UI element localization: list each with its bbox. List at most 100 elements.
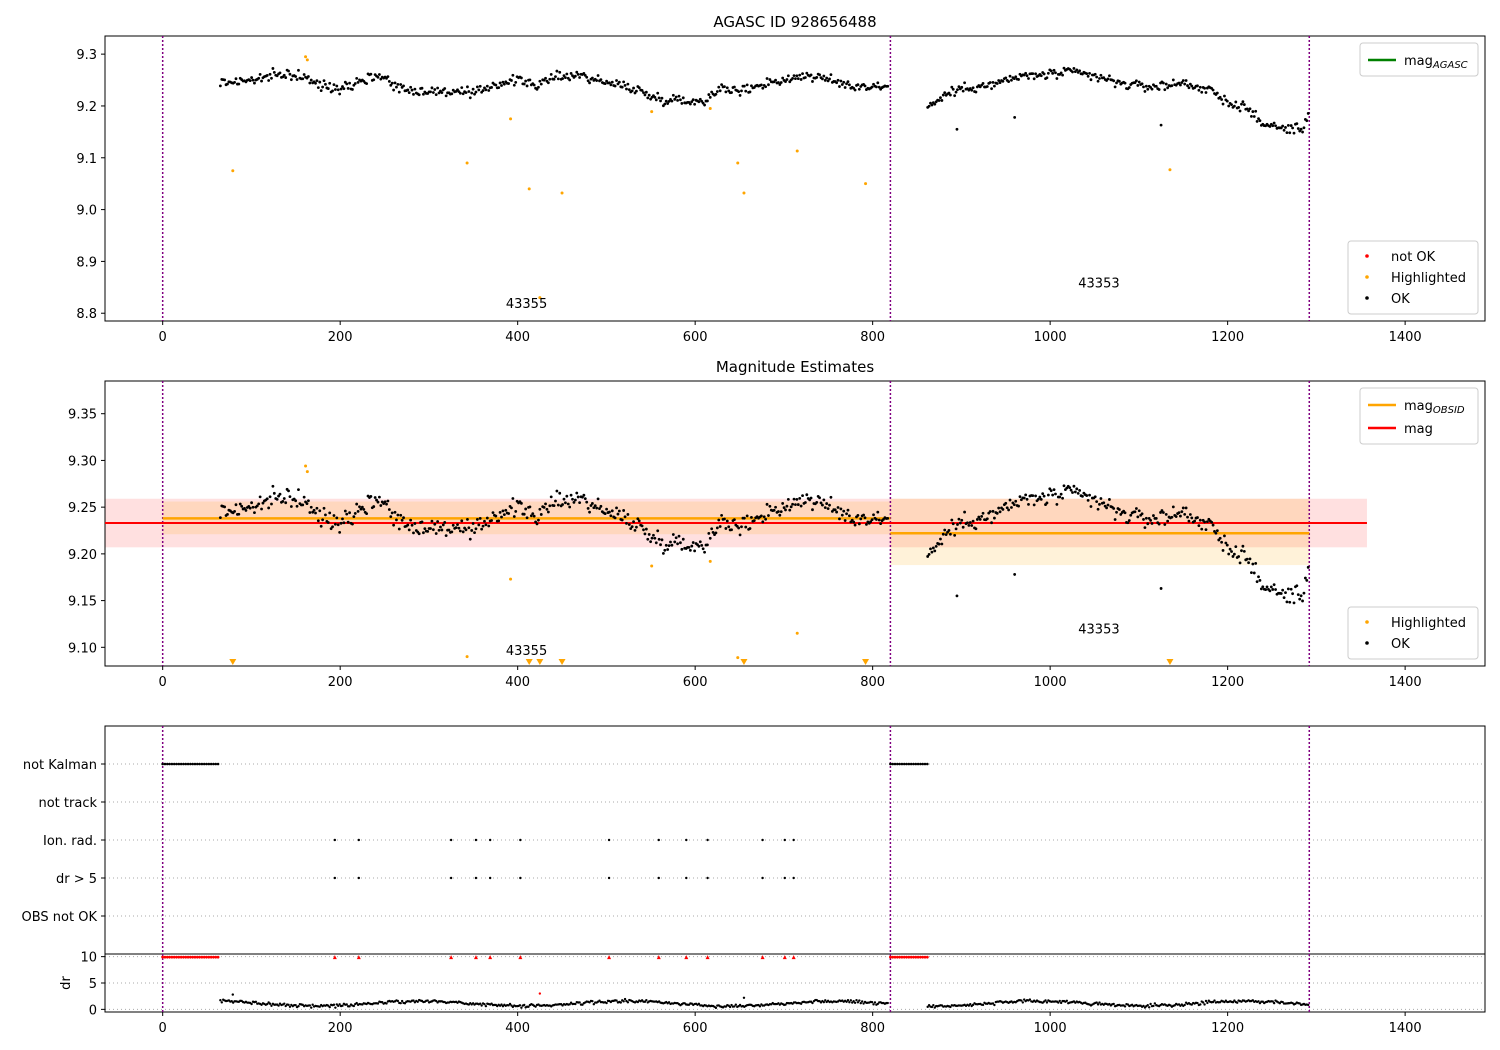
top-ok-point — [413, 87, 417, 91]
mid-ok-point — [720, 513, 724, 517]
top-ok-point — [610, 80, 614, 84]
top-ok-point — [823, 78, 827, 82]
top-ok-point — [342, 87, 346, 91]
mid-points-legend-label: OK — [1391, 637, 1410, 652]
top-ok-point — [1240, 102, 1243, 106]
top-ok-point — [953, 94, 957, 98]
top-ok-point — [271, 67, 275, 70]
mid-ok-point — [474, 527, 478, 531]
mid-ok-point — [511, 497, 515, 500]
mid-ok-point — [260, 507, 263, 511]
top-ok-point — [822, 74, 826, 78]
mid-ok-point — [423, 527, 427, 531]
top-ok-point — [1221, 102, 1225, 106]
top-ok-point — [1117, 79, 1121, 83]
mid-ok-point — [417, 532, 421, 536]
mid-ok-point — [272, 491, 276, 495]
mid-ok-point — [302, 495, 306, 499]
top-ok-point — [1248, 107, 1252, 111]
top-ok-point — [998, 81, 1002, 85]
mid-ok-point — [688, 548, 692, 552]
dr-point — [615, 999, 618, 1002]
dr-point — [714, 1006, 718, 1010]
mid-ok-point — [794, 503, 797, 506]
top-ok-point — [420, 86, 424, 90]
mid-ok-point — [644, 527, 648, 531]
dr-point — [270, 1004, 273, 1007]
mid-ok-point — [528, 505, 532, 509]
mid-ok-point — [342, 521, 346, 525]
mid-ok-point — [951, 522, 955, 526]
top-ok-point — [1288, 131, 1292, 135]
mid-ok-point — [378, 495, 381, 499]
mid-ok-point — [268, 495, 272, 499]
top-ok-point — [407, 91, 411, 95]
mid-xtick-label: 800 — [860, 675, 885, 690]
top-ok-point — [876, 81, 880, 85]
top-ok-point — [1232, 104, 1236, 108]
mid-ok-point — [762, 515, 766, 519]
top-ok-point — [552, 77, 556, 81]
mid-ok-point — [876, 510, 880, 514]
top-ok-point — [697, 100, 701, 104]
mid-ok-point — [956, 523, 959, 526]
mid-ok-point — [1177, 511, 1181, 515]
top-ok-point — [265, 74, 269, 77]
dr-outlier-point — [742, 996, 746, 999]
mid-ok-point — [1031, 494, 1035, 497]
top-ok-point — [738, 94, 742, 97]
mid-ok-point — [329, 527, 333, 531]
dr-clipped-point — [207, 955, 211, 959]
top-xtick-label: 0 — [159, 330, 167, 345]
top-ok-point — [1220, 98, 1224, 101]
top-ok-point — [1296, 127, 1300, 130]
top-ok-point — [1200, 90, 1204, 94]
mid-ok-point — [782, 506, 786, 510]
top-ok-point — [434, 93, 438, 97]
flags-ion-rad-point — [761, 838, 764, 842]
dr-point — [568, 1003, 571, 1006]
top-ok-point — [1108, 74, 1111, 78]
mid-ok-point — [798, 496, 802, 500]
mid-ok-point — [1039, 497, 1043, 501]
top-ok-point — [498, 81, 502, 85]
mid-ok-point — [1303, 576, 1307, 580]
top-ok-point — [1088, 71, 1091, 75]
dr-clipped-point — [184, 955, 188, 959]
mid-ok-point — [1149, 518, 1153, 522]
dr-clipped-point — [895, 955, 899, 959]
mid-ok-point — [1136, 515, 1140, 519]
mid-ok-point — [311, 510, 315, 514]
mid-ok-point — [1284, 591, 1287, 595]
mid-ok-point — [995, 511, 999, 515]
mid-ok-point — [1255, 580, 1259, 584]
flags-row-label: OBS not OK — [22, 910, 98, 925]
mid-ok-point — [633, 528, 637, 532]
mid-ok-point — [1025, 497, 1029, 501]
flags-not-kalman-point — [177, 762, 181, 766]
mid-ok-point — [457, 526, 461, 530]
top-ok-point — [399, 83, 403, 86]
top-ok-point — [829, 73, 833, 76]
top-ok-point — [532, 83, 536, 87]
top-ok-point — [843, 86, 847, 89]
flags-not-kalman-point — [216, 762, 220, 766]
top-ok-point — [795, 74, 799, 78]
top-ok-point — [1257, 117, 1260, 121]
mid-ok-point — [1142, 518, 1145, 521]
top-ok-point — [319, 89, 323, 93]
mid-ok-point — [305, 502, 309, 505]
mid-ok-point — [652, 533, 655, 537]
dr-clipped-marker — [760, 955, 765, 960]
top-ok-point — [630, 89, 634, 93]
flags-not-kalman-point — [914, 762, 918, 766]
mid-ok-point — [460, 519, 464, 523]
mid-ok-point — [627, 523, 631, 526]
mid-ok-point — [467, 526, 471, 530]
mid-ytick-label: 9.35 — [68, 408, 97, 423]
top-ok-point — [485, 84, 489, 88]
top-ok-point — [955, 127, 959, 131]
top-ok-point — [314, 81, 317, 85]
mid-ok-point — [772, 508, 776, 512]
mid-ok-point — [958, 521, 962, 525]
